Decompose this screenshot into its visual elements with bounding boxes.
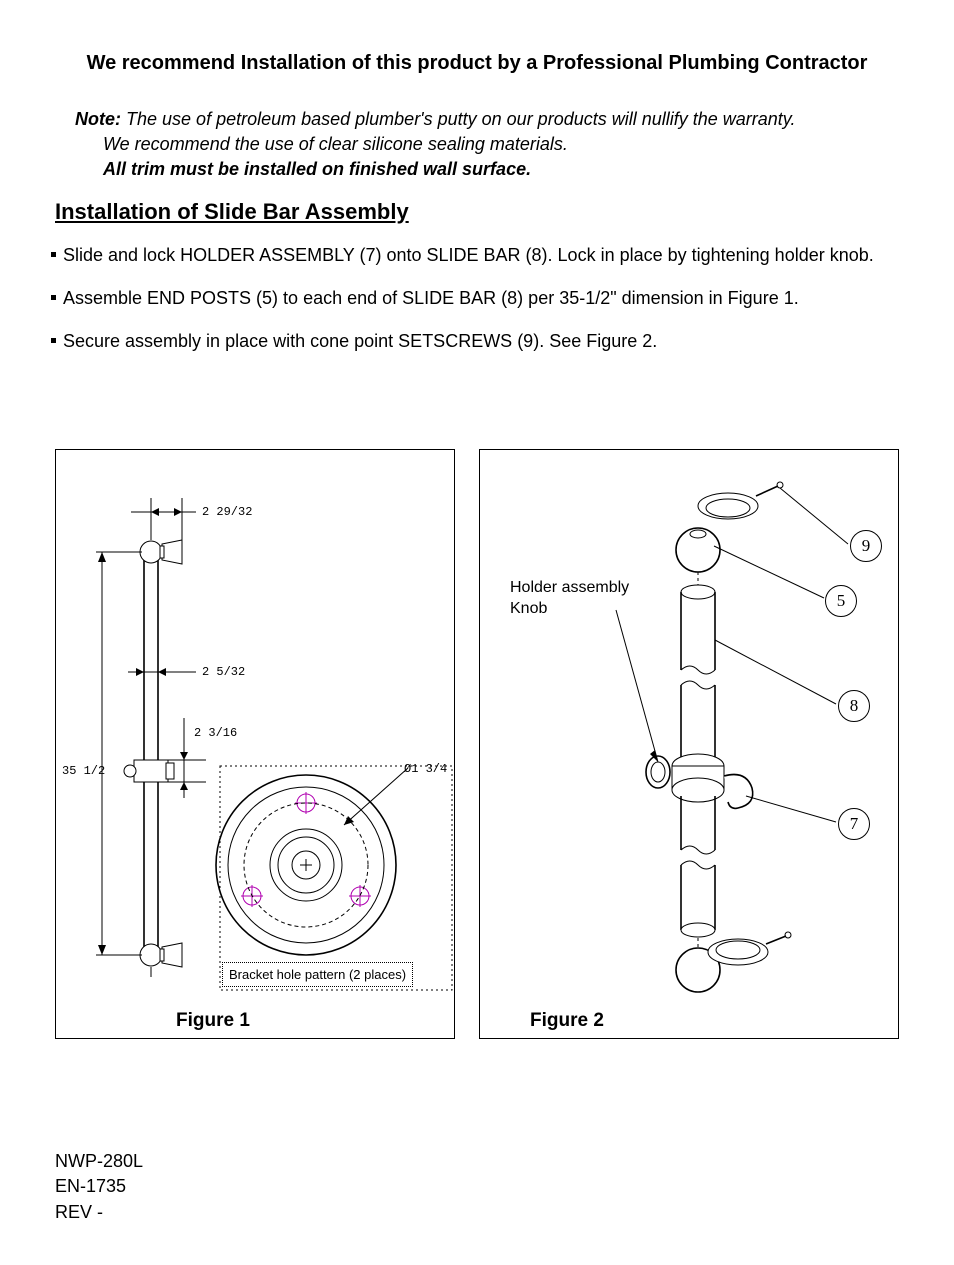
holder-knob-annotation: Holder assembly Knob xyxy=(510,578,629,620)
dim-flange-dia: Ø1 3/4 xyxy=(404,762,447,776)
bracket-note-box: Bracket hole pattern (2 places) xyxy=(222,962,413,987)
note-label: Note: xyxy=(75,109,121,129)
footer-part: NWP-280L xyxy=(55,1149,899,1174)
figure-2: Holder assembly Knob 9 5 8 7 Figure 2 xyxy=(479,449,899,1039)
callout-7: 7 xyxy=(838,808,870,840)
note-line2: We recommend the use of clear silicone s… xyxy=(103,132,889,157)
dim-overall-height: 35 1/2 xyxy=(62,764,105,778)
dim-top-offset: 2 29/32 xyxy=(202,505,252,519)
figure-1: 35 1/2 2 29/32 2 5/32 2 3/16 Ø1 3/4 Brac… xyxy=(55,449,455,1039)
page: We recommend Installation of this produc… xyxy=(0,0,954,1265)
steps-list: Slide and lock HOLDER ASSEMBLY (7) onto … xyxy=(55,243,899,355)
footer: NWP-280L EN-1735 REV - xyxy=(55,1149,899,1225)
footer-doc: EN-1735 xyxy=(55,1174,899,1199)
callout-5: 5 xyxy=(825,585,857,617)
footer-rev: REV - xyxy=(55,1200,899,1225)
install-recommendation: We recommend Installation of this produc… xyxy=(85,50,869,77)
dim-mid-width: 2 5/32 xyxy=(202,665,245,679)
section-title: Installation of Slide Bar Assembly xyxy=(55,199,899,225)
callout-9: 9 xyxy=(850,530,882,562)
figure-1-caption: Figure 1 xyxy=(176,1010,250,1032)
step-1: Slide and lock HOLDER ASSEMBLY (7) onto … xyxy=(55,243,899,268)
note-line1: The use of petroleum based plumber's put… xyxy=(126,109,795,129)
note-line3: All trim must be installed on finished w… xyxy=(103,157,889,182)
figures-row: 35 1/2 2 29/32 2 5/32 2 3/16 Ø1 3/4 Brac… xyxy=(55,449,899,1039)
dim-holder-thk: 2 3/16 xyxy=(194,726,237,740)
step-2: Assemble END POSTS (5) to each end of SL… xyxy=(55,286,899,311)
step-3: Secure assembly in place with cone point… xyxy=(55,329,899,354)
figure-2-svg xyxy=(480,450,900,1040)
figure-1-svg xyxy=(56,450,456,1040)
note-block: Note: The use of petroleum based plumber… xyxy=(75,107,889,183)
figure-2-caption: Figure 2 xyxy=(530,1010,604,1032)
callout-8: 8 xyxy=(838,690,870,722)
